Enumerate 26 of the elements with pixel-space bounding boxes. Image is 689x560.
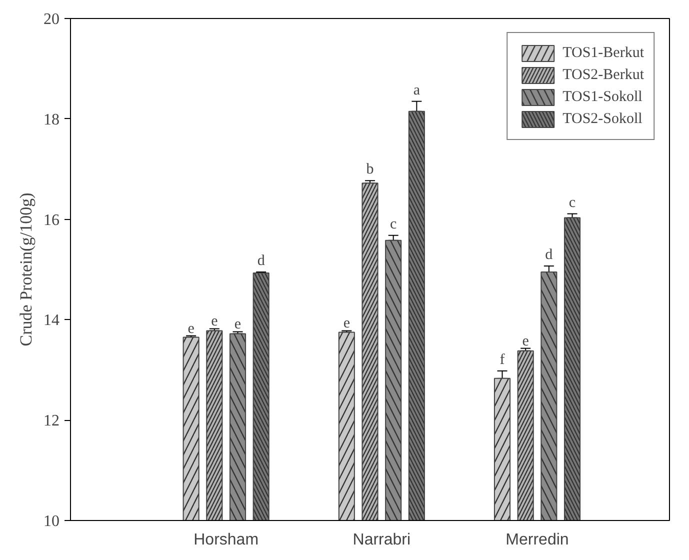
data-label: e [234,316,242,333]
data-label: e [188,320,195,337]
data-label: f [500,352,505,368]
data-label: a [413,82,420,98]
data-label: c [390,216,398,232]
data-label: d [257,253,266,270]
legend-label: TOS2-Sokoll [562,110,642,128]
y-tick-label: 20 [44,11,60,28]
data-label: e [522,333,530,350]
x-tick-label: Narrabri [352,532,411,548]
data-label: d [545,246,554,263]
data-label: b [366,162,374,178]
legend-label: TOS1-Sokoll [562,88,642,106]
y-tick-label: 14 [44,312,60,330]
data-label: e [211,314,218,330]
y-axis-title: Crude Protein(g/100g) [16,192,36,346]
y-tick-label: 16 [44,212,60,229]
y-tick-label: 10 [44,513,60,530]
y-tick-label: 12 [44,412,60,430]
legend-label: TOS1-Berkut [562,44,644,62]
data-label: e [343,316,350,332]
data-label: c [568,194,576,211]
legend-label: TOS2-Berkut [562,66,644,84]
y-tick-label: 18 [44,111,60,128]
x-tick-label: Horsham [194,532,259,548]
x-tick-label: Merredin [506,532,569,548]
